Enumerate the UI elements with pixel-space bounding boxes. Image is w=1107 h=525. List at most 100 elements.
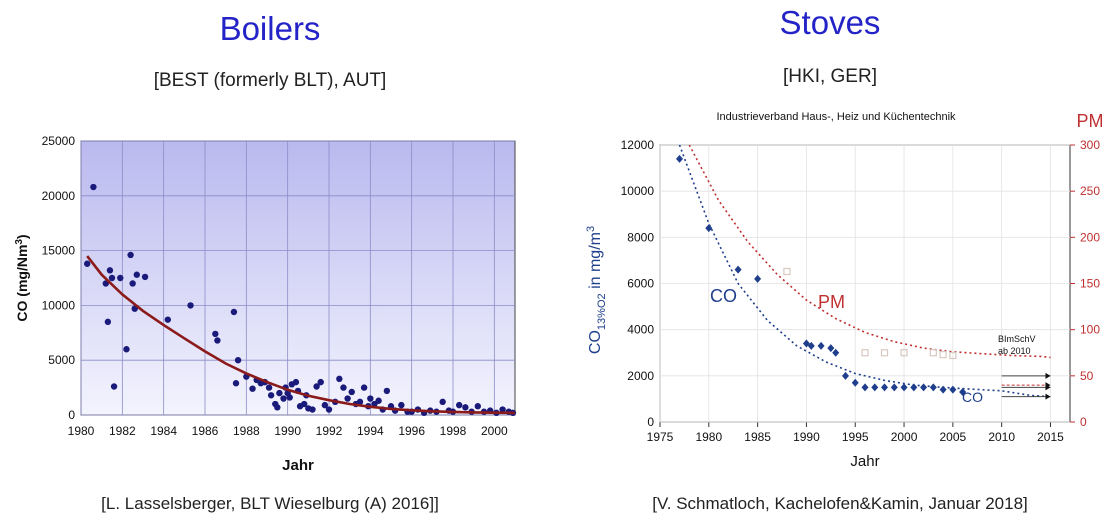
data-point <box>267 392 275 399</box>
data-point <box>90 183 97 191</box>
data-point <box>280 395 287 402</box>
data-point <box>110 383 118 390</box>
data-point <box>212 330 219 338</box>
data-point <box>348 388 355 396</box>
data-point <box>230 308 238 316</box>
stoves-source: [V. Schmatloch, Kachelofen&Kamin, Januar… <box>652 494 1028 513</box>
x-tick-label: 1996 <box>398 424 425 438</box>
x-tick-label: 1980 <box>68 424 95 438</box>
co-data-point <box>881 383 889 392</box>
boilers-title: Boilers <box>219 10 321 47</box>
y2-tick-label: 0 <box>1080 415 1087 429</box>
co-data-point <box>900 383 908 392</box>
data-point <box>234 357 242 364</box>
co-data-point <box>851 378 859 387</box>
data-point <box>456 401 463 409</box>
chart-title: Industrieverband Haus-, Heiz und Küchent… <box>716 111 956 123</box>
y2-tick-label: 150 <box>1080 277 1100 291</box>
pm-trend-line <box>688 145 1051 359</box>
y-axis-label: CO (mg/Nm3) <box>14 234 30 321</box>
y-tick-label: 0 <box>68 408 75 422</box>
data-point <box>301 400 308 408</box>
x-tick-label: 2015 <box>1037 430 1064 444</box>
data-point <box>214 337 221 344</box>
data-point <box>232 380 240 387</box>
pm-data-point <box>783 267 791 276</box>
x-tick-label: 1998 <box>440 424 467 438</box>
data-point <box>129 280 136 287</box>
data-point <box>462 404 469 411</box>
x-tick-label: 1985 <box>744 430 771 444</box>
data-point <box>106 267 114 274</box>
y2-tick-label: 250 <box>1080 184 1100 198</box>
y2-tick-label: 50 <box>1080 369 1094 383</box>
y-tick-label: 10000 <box>42 298 76 312</box>
x-tick-label: 1986 <box>192 424 219 438</box>
boilers-co-chart: 1980 1982 1984 1986 1988 1990 1992 1994 1996 1998… <box>14 134 517 474</box>
data-point <box>360 384 368 391</box>
data-point <box>317 378 324 386</box>
data-point <box>383 387 391 395</box>
y-tick-label: 0 <box>647 415 654 429</box>
data-point <box>325 406 333 413</box>
pm-data-point <box>880 349 889 357</box>
x-tick-label: 1990 <box>274 424 301 438</box>
co-data-point <box>827 344 835 353</box>
x-tick-label: 2010 <box>988 430 1015 444</box>
boilers-subtitle: [BEST (formerly BLT), AUT] <box>153 70 387 91</box>
y2-tick-label: 300 <box>1080 138 1100 152</box>
data-point <box>108 274 116 282</box>
pm-data-point <box>900 349 908 357</box>
co-data-point <box>959 387 967 396</box>
limit-arrow <box>1045 372 1051 379</box>
y-axis-label: CO13%O2 in mg/m3 <box>585 226 608 354</box>
data-point <box>127 251 134 259</box>
x-tick-label: 1994 <box>357 424 384 438</box>
pm-curve-label: PM <box>818 292 845 312</box>
data-point <box>164 316 171 323</box>
co-data-point <box>890 383 898 392</box>
data-point <box>439 398 446 406</box>
data-point <box>309 406 316 413</box>
pm-data-point <box>861 349 869 357</box>
y-tick-label: 15000 <box>42 244 76 258</box>
data-point <box>286 394 293 401</box>
y-tick-label: 20000 <box>42 189 76 203</box>
data-point <box>187 302 194 309</box>
data-point <box>276 389 283 397</box>
data-point <box>84 260 91 267</box>
trend-line <box>86 255 516 415</box>
pm-data-point <box>939 350 947 359</box>
data-point <box>292 378 300 386</box>
x-axis-label: Jahr <box>850 453 879 470</box>
x-tick-label: 1992 <box>316 424 343 438</box>
data-point <box>474 403 481 410</box>
co-data-point <box>807 341 815 350</box>
x-tick-label: 1990 <box>793 430 820 444</box>
data-point <box>141 273 149 281</box>
boilers-source: [L. Lasselsberger, BLT Wieselburg (A) 20… <box>101 494 439 513</box>
y-tick-label: 12000 <box>621 138 655 152</box>
y2-tick-label: 100 <box>1080 323 1100 337</box>
co-data-point <box>754 274 762 283</box>
y-tick-label: 5000 <box>48 353 75 367</box>
co-curve-label: CO <box>710 286 737 306</box>
y-tick-label: 10000 <box>621 184 655 198</box>
co-data-point <box>841 371 849 380</box>
co-curve-label-end: CO <box>962 389 983 405</box>
co-data-point <box>939 385 947 394</box>
stoves-title: Stoves <box>779 4 881 41</box>
pm-data-point <box>929 349 937 357</box>
data-point <box>104 318 112 326</box>
co-data-point <box>861 383 869 392</box>
y2-tick-label: 200 <box>1080 230 1100 244</box>
x-tick-label: 1988 <box>233 424 260 438</box>
data-point <box>313 383 320 390</box>
data-point <box>398 401 405 409</box>
x-tick-label: 2000 <box>481 424 508 438</box>
data-point <box>117 274 124 282</box>
data-point <box>133 271 140 278</box>
co-data-point <box>817 341 825 350</box>
y-tick-label: 6000 <box>627 277 654 291</box>
x-tick-label: 1984 <box>150 424 177 438</box>
